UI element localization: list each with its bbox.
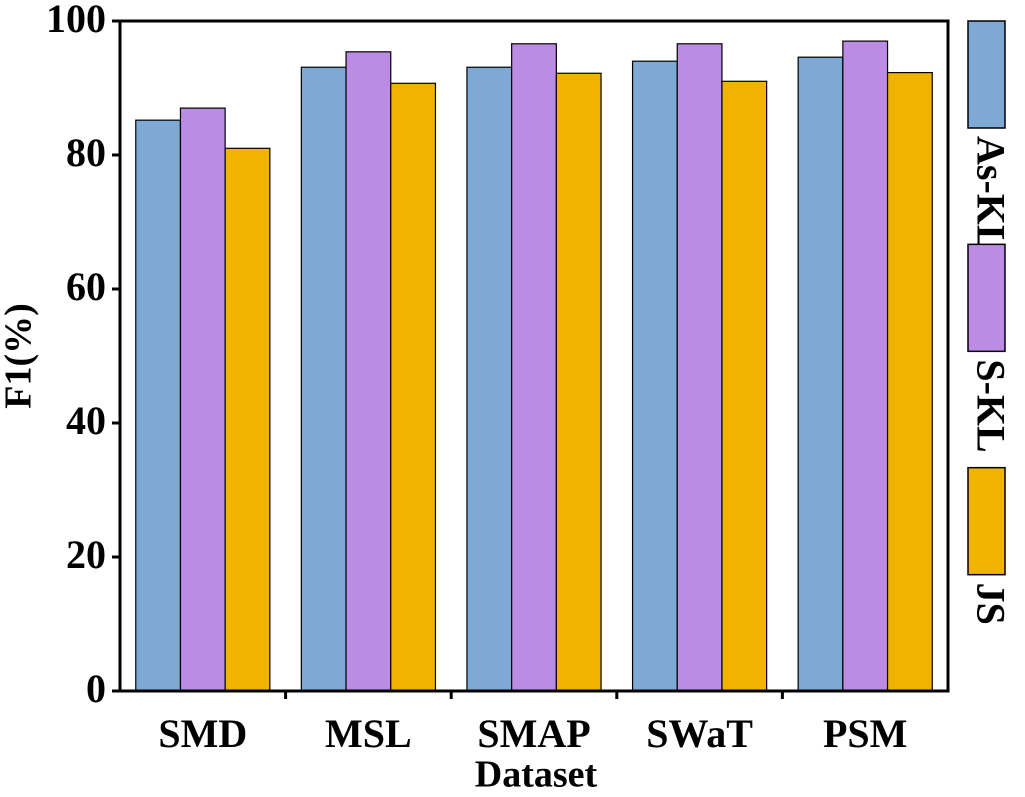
bar (797, 56, 844, 692)
y-tick-label: 60 (66, 264, 106, 309)
y-tick-label: 20 (66, 532, 106, 577)
y-axis-label: F1(%) (0, 303, 40, 409)
legend-label: JS (968, 583, 1013, 625)
bar (466, 66, 513, 692)
legend-label: S-KL (968, 359, 1013, 452)
bar (224, 147, 271, 692)
x-tick-label: PSM (823, 711, 907, 756)
bar (135, 119, 182, 692)
bar (676, 43, 723, 692)
bar (345, 51, 392, 692)
bar (511, 43, 557, 692)
legend-swatch (967, 243, 1006, 353)
bar (721, 80, 768, 692)
bar (555, 72, 602, 692)
legend-label: As-KL (968, 136, 1013, 252)
x-tick-label: MSL (325, 711, 412, 756)
y-tick-label: 40 (66, 398, 106, 443)
plot-frame (118, 19, 950, 693)
bar (631, 60, 678, 692)
legend-swatch (967, 20, 1006, 129)
y-tick-label: 0 (86, 666, 106, 711)
bar (390, 82, 437, 692)
y-tick-label: 100 (46, 0, 106, 41)
x-tick-label: SMAP (477, 711, 590, 756)
bar (842, 40, 889, 692)
x-tick-label: SMD (158, 711, 247, 756)
y-tick-label: 80 (66, 130, 106, 175)
x-tick-label: SWaT (646, 711, 753, 756)
bar (300, 66, 347, 692)
bar (179, 107, 226, 692)
legend-swatch (967, 466, 1006, 576)
x-axis-label: Dataset (475, 754, 598, 796)
bar (886, 71, 933, 692)
